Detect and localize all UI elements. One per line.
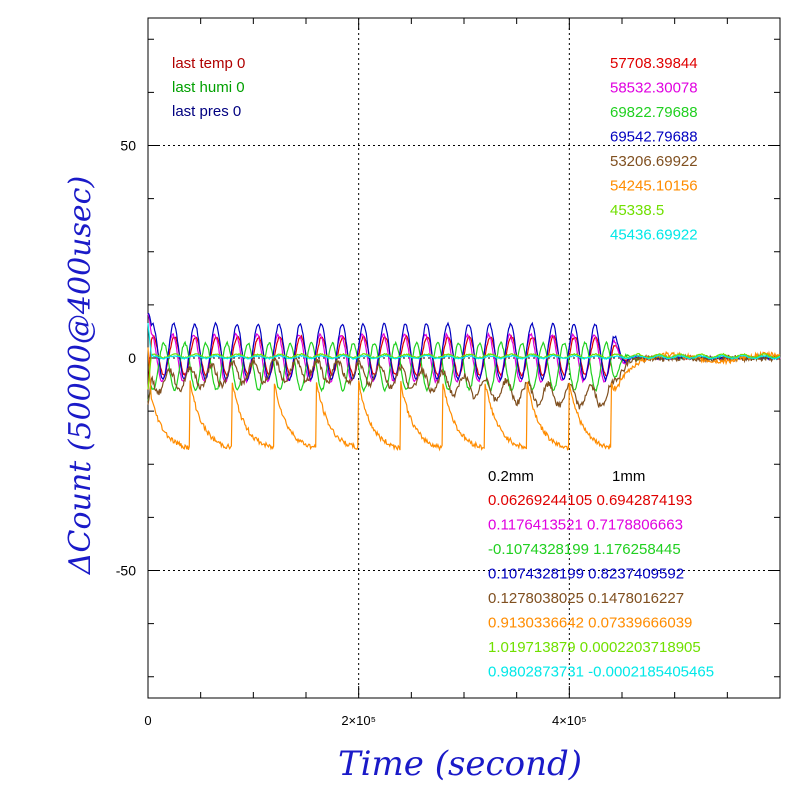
x-tick-label: 0	[144, 713, 151, 728]
legend-left-entry: last humi 0	[172, 79, 245, 96]
coefficient-table: 0.2mm 1mm 0.06269244105 0.6942874193 0.1176…	[488, 468, 714, 681]
table-row: 0.9802873731 -0.0002185405465	[488, 664, 714, 681]
legend: last temp 0 last humi 0 last pres 0 57708.3…	[172, 55, 698, 244]
table-row: 1.019713879 0.0002203718905	[488, 639, 701, 656]
legend-right-entry: 57708.39844	[610, 55, 698, 72]
series-line	[147, 322, 781, 361]
legend-right-entry: 69822.79688	[610, 104, 698, 121]
legend-right-entry: 54245.10156	[610, 178, 698, 195]
tick-labels: 0 2×10⁵ 4×10⁵ 50 0 -50	[116, 138, 587, 729]
table-row: 0.06269244105 0.6942874193	[488, 492, 692, 509]
y-tick-label: 0	[128, 350, 136, 366]
series-line	[147, 353, 781, 410]
table-row: 0.1074328199 0.8237409592	[488, 566, 684, 583]
legend-left-entry: last temp 0	[172, 55, 245, 72]
legend-right-entry: 45338.5	[610, 202, 664, 219]
legend-right-entry: 53206.69922	[610, 153, 698, 170]
x-axis-label: Time (second)	[338, 744, 582, 784]
table-row: -0.1074328199 1.176258445	[488, 541, 681, 558]
legend-right-entry: 69542.79688	[610, 129, 698, 146]
x-tick-label: 4×10⁵	[552, 713, 587, 728]
table-row: 0.1278038025 0.1478016227	[488, 590, 684, 607]
legend-right-entry: 58532.30078	[610, 80, 698, 97]
table-row: 0.1176413521 0.7178806663	[488, 517, 683, 534]
table-header-0-2mm: 0.2mm	[488, 468, 534, 485]
legend-right-entry: 45436.69922	[610, 227, 698, 244]
y-tick-label: 50	[120, 138, 136, 154]
x-tick-label: 2×10⁵	[341, 713, 376, 728]
table-row: 0.9130336642 0.07339666039	[488, 615, 692, 632]
series-group	[147, 312, 781, 452]
table-header-1mm: 1mm	[612, 468, 645, 485]
y-axis-label: ΔCount (50000@400usec)	[63, 176, 98, 575]
y-tick-label: -50	[116, 563, 136, 579]
legend-left-entry: last pres 0	[172, 103, 241, 120]
